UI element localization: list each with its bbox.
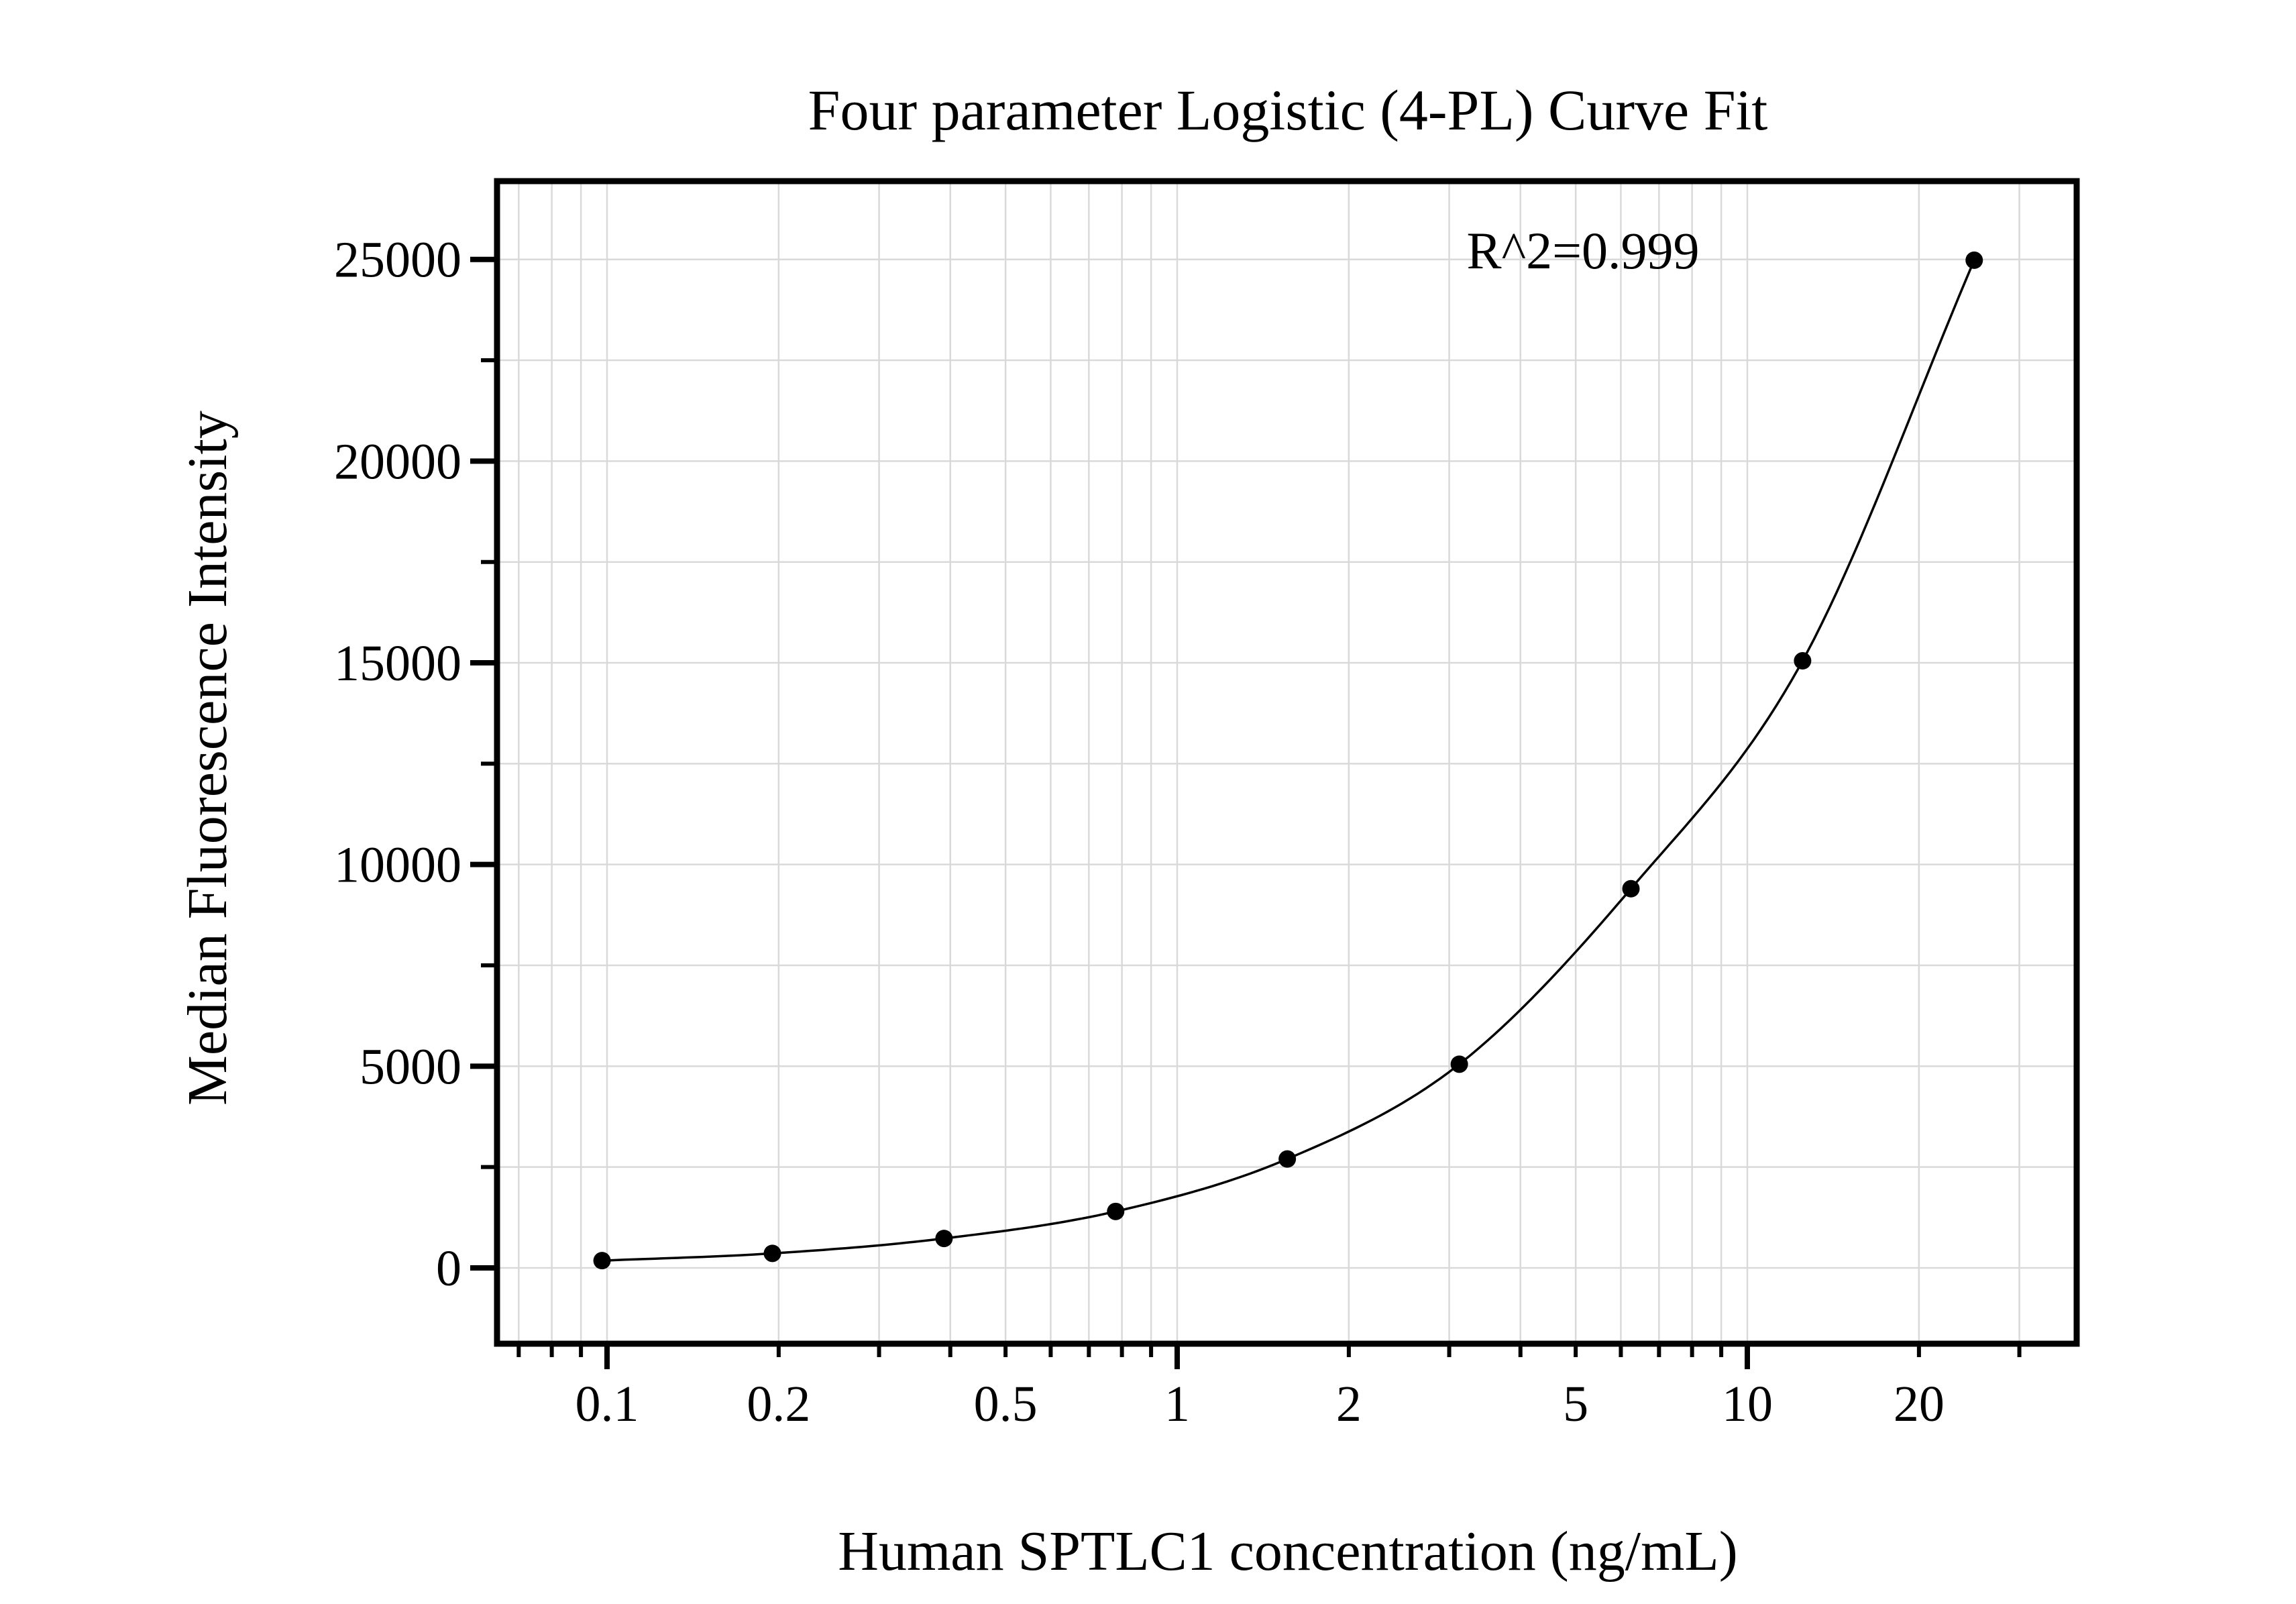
data-point <box>763 1244 781 1263</box>
y-axis-label: Median Fluorescence Intensity <box>176 411 239 1106</box>
data-series <box>593 251 1983 1270</box>
data-point <box>1450 1055 1468 1073</box>
x-tick-label: 2 <box>1336 1376 1362 1432</box>
data-point <box>1278 1150 1297 1168</box>
x-axis-label: Human SPTLC1 concentration (ng/mL) <box>838 1520 1737 1583</box>
x-tick-label: 0.2 <box>747 1376 810 1432</box>
y-tick-label: 0 <box>436 1240 461 1297</box>
data-point <box>1622 879 1640 898</box>
y-tick-label: 25000 <box>334 232 461 288</box>
r-squared-annotation: R^2=0.999 <box>1466 221 1699 280</box>
data-point <box>935 1230 953 1248</box>
data-point <box>593 1252 611 1270</box>
gridlines <box>497 181 2077 1344</box>
plot-frame <box>494 178 2080 1347</box>
data-point <box>1965 251 1983 269</box>
x-tick-label: 0.5 <box>974 1376 1038 1432</box>
y-tick-label: 20000 <box>334 433 461 490</box>
y-tick-label: 15000 <box>334 635 461 692</box>
x-tick-label: 0.1 <box>576 1376 639 1432</box>
x-tick-label: 20 <box>1894 1376 1945 1432</box>
x-tick-label: 10 <box>1722 1376 1773 1432</box>
x-tick-label: 5 <box>1563 1376 1588 1432</box>
data-point <box>1107 1202 1125 1220</box>
data-point <box>1794 652 1812 670</box>
chart-title: Four parameter Logistic (4-PL) Curve Fit <box>808 78 1768 142</box>
x-tick-label: 1 <box>1164 1376 1190 1432</box>
y-tick-label: 5000 <box>360 1038 461 1095</box>
y-tick-label: 10000 <box>334 837 461 894</box>
axes: 0.1 0.2 0.5 1 2 5 10 20 0 5000 10000 15000 20000 2500… <box>334 178 2080 1432</box>
